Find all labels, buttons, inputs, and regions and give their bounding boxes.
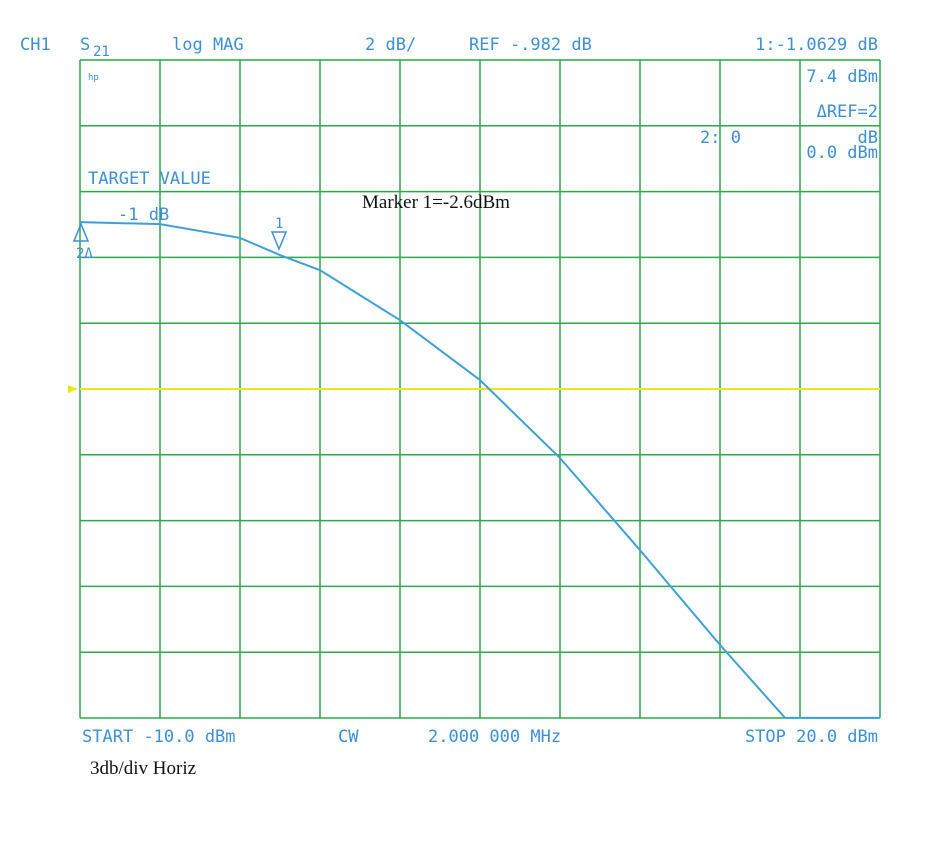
- start: START -10.0 dBm: [82, 727, 236, 747]
- marker2-readout: 2: 0: [700, 128, 741, 148]
- target-value: -1 dB: [118, 205, 169, 225]
- parameter-sub: 21: [93, 44, 110, 60]
- marker1-symbol: [270, 231, 288, 251]
- mode: CW: [338, 727, 359, 747]
- grid: [79, 59, 881, 719]
- delta-ref: ΔREF=2: [817, 102, 878, 122]
- note: 3db/div Horiz: [90, 758, 196, 779]
- annotation: Marker 1=-2.6dBm: [362, 192, 510, 213]
- trace: [79, 221, 880, 719]
- reference: REF -.982 dB: [469, 35, 592, 55]
- marker2-symbol: [72, 222, 90, 242]
- marker1-label: 1: [275, 216, 283, 232]
- scale: 2 dB/: [365, 35, 416, 55]
- marker-stimulus: 7.4 dBm: [806, 67, 878, 87]
- format: log MAG: [172, 35, 244, 55]
- target-label: TARGET VALUE: [88, 169, 211, 189]
- marker-readout: 1:-1.0629 dB: [755, 35, 878, 55]
- cw-frequency: 2.000 000 MHz: [428, 727, 561, 747]
- parameter: S: [80, 35, 90, 55]
- marker2-stimulus: 0.0 dBm: [806, 143, 878, 163]
- logo: hp: [88, 73, 99, 83]
- channel: CH1: [20, 35, 51, 55]
- stop: STOP 20.0 dBm: [745, 727, 878, 747]
- marker2-label: 2Δ: [76, 246, 93, 262]
- marker2-unit: dB: [858, 128, 878, 148]
- reference-pointer: [68, 385, 78, 393]
